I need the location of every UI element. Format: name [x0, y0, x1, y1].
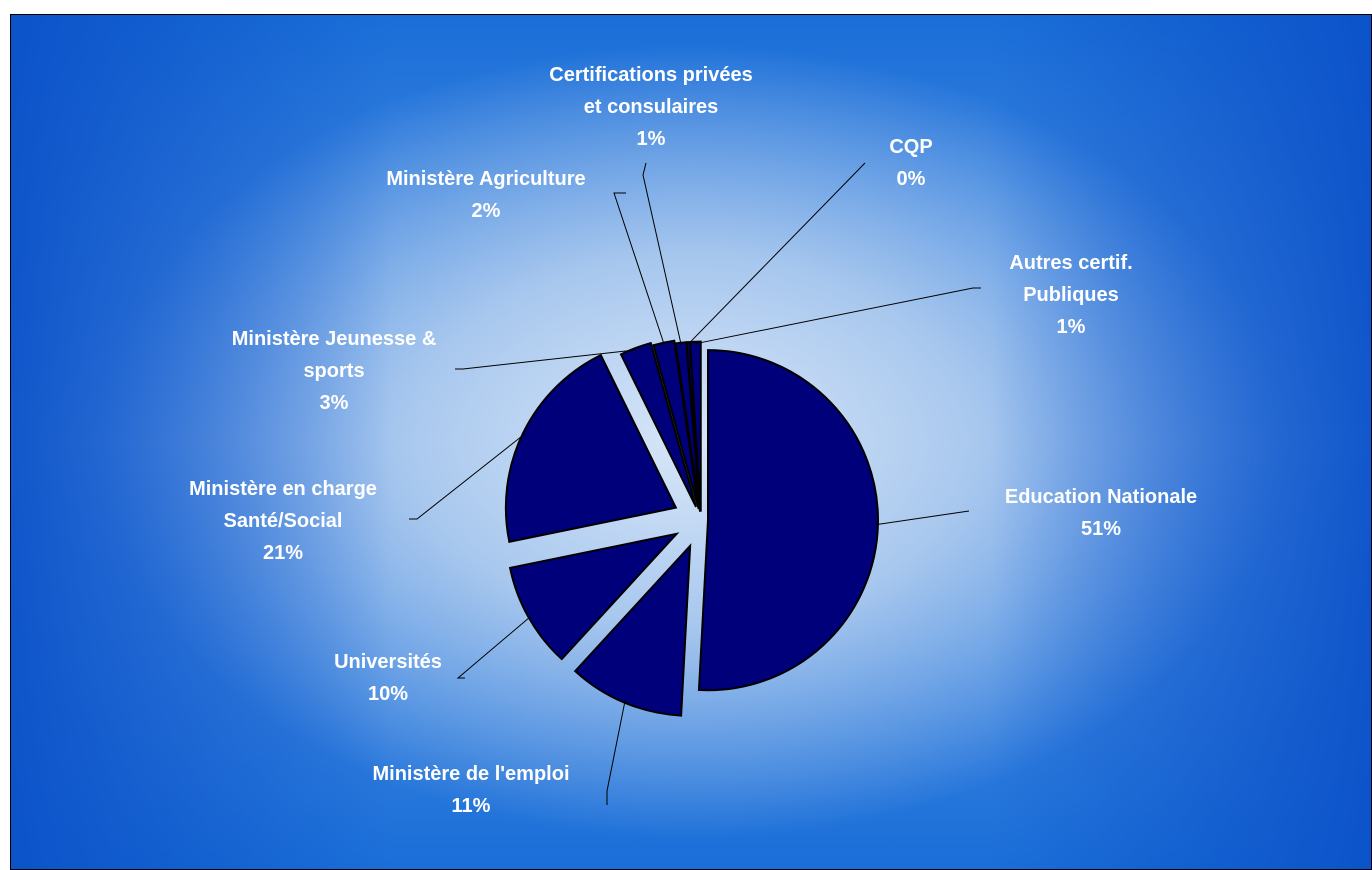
leader-line-4 [409, 433, 526, 520]
slice-label-9: Autres certif. Publiques 1% [1009, 252, 1132, 338]
slice-name-9: Autres certif. [1009, 252, 1132, 274]
pie-slice-9 [689, 340, 702, 512]
leader-line-3 [456, 616, 531, 679]
slice-percent-9: 1% [1057, 316, 1086, 338]
slice-label-5: Ministère Jeunesse & sports 3% [232, 328, 437, 414]
pie-slice-4 [504, 353, 678, 543]
slice-percent-7: 1% [637, 128, 666, 150]
slice-percent-8: 0% [897, 168, 926, 190]
leader-line-8 [687, 162, 866, 345]
leader-line-6 [613, 192, 665, 345]
slice-label-3: Universités 10% [334, 651, 442, 705]
slice-percent-3: 10% [368, 683, 408, 705]
slice-name-5: Ministère Jeunesse & [232, 328, 437, 350]
slice-percent-1: 51% [1081, 518, 1121, 540]
leader-line-9 [695, 287, 981, 345]
slice-label-4: Ministère en charge Santé/Social 21% [189, 478, 377, 564]
slice-percent-4: 21% [263, 542, 303, 564]
slice-label-6: Ministère Agriculture 2% [386, 168, 585, 222]
slice-name-5: sports [303, 360, 364, 382]
slice-name-1: Education Nationale [1005, 486, 1197, 508]
slice-name-2: Ministère de l'emploi [372, 763, 569, 785]
slice-name-7: et consulaires [584, 96, 719, 118]
slice-label-2: Ministère de l'emploi 11% [372, 763, 569, 817]
slice-name-8: CQP [889, 136, 932, 158]
slice-percent-5: 3% [320, 392, 349, 414]
slice-percent-6: 2% [472, 200, 501, 222]
leader-line-2 [606, 700, 626, 805]
slice-label-1: Education Nationale 51% [1005, 486, 1197, 540]
slice-label-8: CQP 0% [889, 136, 932, 190]
slice-name-6: Ministère Agriculture [386, 168, 585, 190]
pie-slice-5 [619, 341, 697, 508]
slice-percent-2: 11% [452, 795, 491, 817]
leader-line-1 [875, 510, 970, 526]
pie-slice-1 [697, 349, 879, 692]
slice-name-9: Publiques [1023, 284, 1119, 306]
leader-line-7 [642, 162, 682, 345]
slice-name-4: Santé/Social [224, 510, 343, 532]
slice-name-3: Universités [334, 651, 442, 673]
leader-line-5 [455, 349, 637, 370]
pie-svg: Education Nationale 51% Ministère de l'emp… [189, 64, 1197, 817]
slice-label-7: Certifications privées et consulaires 1% [549, 64, 752, 150]
slice-name-7: Certifications privées [549, 64, 752, 86]
slice-name-4: Ministère en charge [189, 478, 377, 500]
pie-chart: Education Nationale 51% Ministère de l'emp… [10, 14, 1372, 870]
